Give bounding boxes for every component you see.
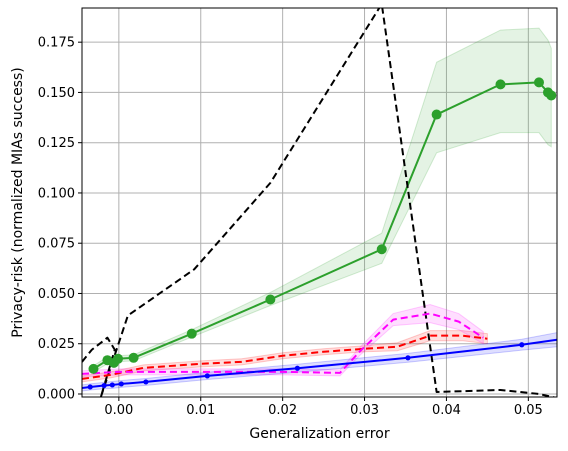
series-4-point bbox=[87, 384, 93, 390]
series-4-point bbox=[294, 365, 300, 371]
series-0-point bbox=[495, 79, 506, 90]
x-tick-label: 0.00 bbox=[104, 403, 133, 418]
series-0-point bbox=[546, 90, 557, 101]
axis-ticks: 0.00 0.01 0.02 0.03 0.04 0.05 0.000 0.025 0.050 0… bbox=[38, 36, 543, 418]
confidence-bands bbox=[82, 27, 557, 392]
y-tick-label: 0.000 bbox=[38, 387, 75, 402]
series-0-point bbox=[113, 353, 124, 364]
series-0-band bbox=[92, 27, 552, 373]
series-4-point bbox=[118, 381, 124, 387]
x-axis-label: Generalization error bbox=[249, 426, 389, 442]
series-0-point bbox=[533, 77, 544, 88]
series-2-line bbox=[82, 334, 488, 380]
series-4-point bbox=[405, 355, 411, 361]
x-tick-label: 0.03 bbox=[350, 403, 379, 418]
series-0-point bbox=[88, 363, 99, 374]
series-0-point bbox=[265, 294, 276, 305]
y-tick-label: 0.150 bbox=[38, 86, 75, 101]
y-tick-label: 0.100 bbox=[38, 186, 75, 201]
series-0-point bbox=[186, 328, 197, 339]
series-0-point bbox=[431, 109, 442, 120]
y-tick-label: 0.025 bbox=[38, 337, 75, 352]
series-1-line bbox=[82, 8, 557, 397]
series-4-point bbox=[519, 342, 525, 348]
x-tick-label: 0.05 bbox=[514, 403, 543, 418]
grid bbox=[82, 8, 557, 397]
series-0-point bbox=[128, 352, 139, 363]
plot-frame bbox=[81, 7, 558, 398]
series-0-point bbox=[376, 244, 387, 255]
x-tick-label: 0.02 bbox=[268, 403, 297, 418]
y-tick-label: 0.075 bbox=[38, 237, 75, 252]
series-4-point bbox=[101, 382, 107, 389]
y-tick-label: 0.050 bbox=[38, 287, 75, 302]
series-markers bbox=[87, 77, 557, 390]
x-tick-label: 0.04 bbox=[432, 403, 461, 418]
y-axis-label: Privacy-risk (normalized MIAs success) bbox=[10, 67, 26, 337]
series-3-line bbox=[82, 312, 484, 375]
y-tick-label: 0.175 bbox=[38, 36, 75, 51]
y-tick-label: 0.125 bbox=[38, 136, 75, 151]
x-tick-label: 0.01 bbox=[186, 403, 215, 418]
series-4-point bbox=[109, 382, 115, 388]
series-4-point bbox=[204, 373, 210, 379]
series-4-point bbox=[143, 379, 149, 385]
